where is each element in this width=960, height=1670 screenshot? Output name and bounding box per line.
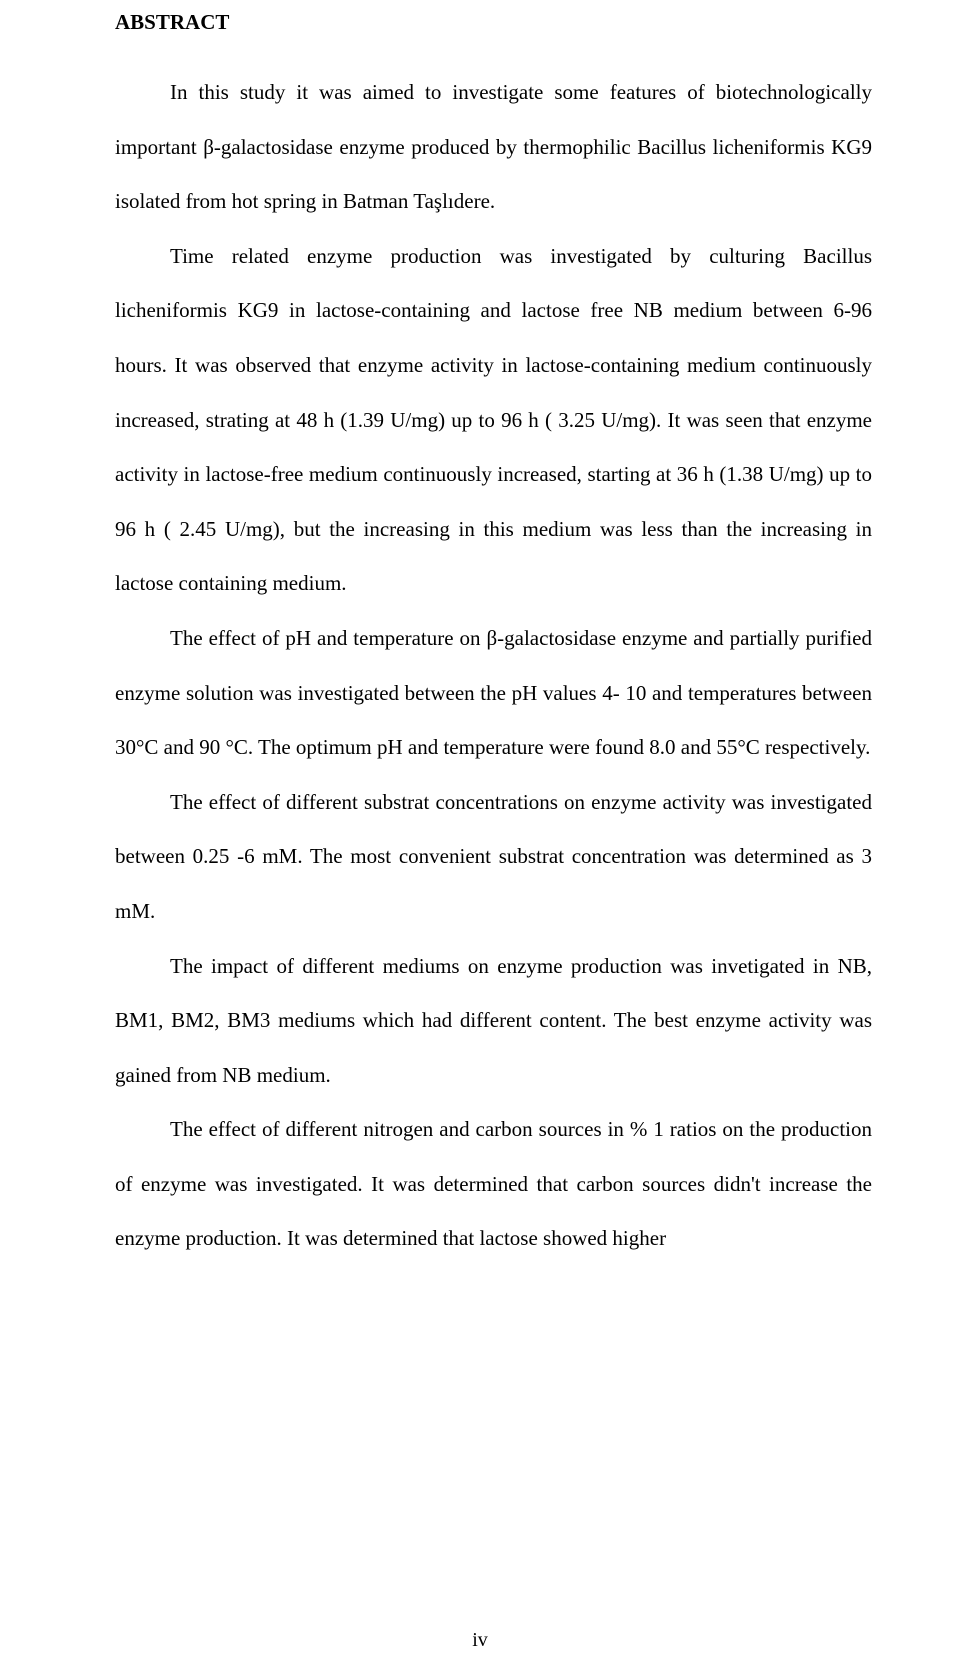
- abstract-paragraph-5: The impact of different mediums on enzym…: [115, 939, 872, 1103]
- abstract-paragraph-1: In this study it was aimed to investigat…: [115, 65, 872, 229]
- page: ABSTRACT In this study it was aimed to i…: [0, 0, 960, 1670]
- abstract-paragraph-2: Time related enzyme production was inves…: [115, 229, 872, 611]
- abstract-paragraph-6: The effect of different nitrogen and car…: [115, 1102, 872, 1266]
- abstract-paragraph-3: The effect of pH and temperature on β-ga…: [115, 611, 872, 775]
- abstract-paragraph-4: The effect of different substrat concent…: [115, 775, 872, 939]
- page-number: iv: [0, 1629, 960, 1652]
- abstract-heading: ABSTRACT: [115, 10, 872, 35]
